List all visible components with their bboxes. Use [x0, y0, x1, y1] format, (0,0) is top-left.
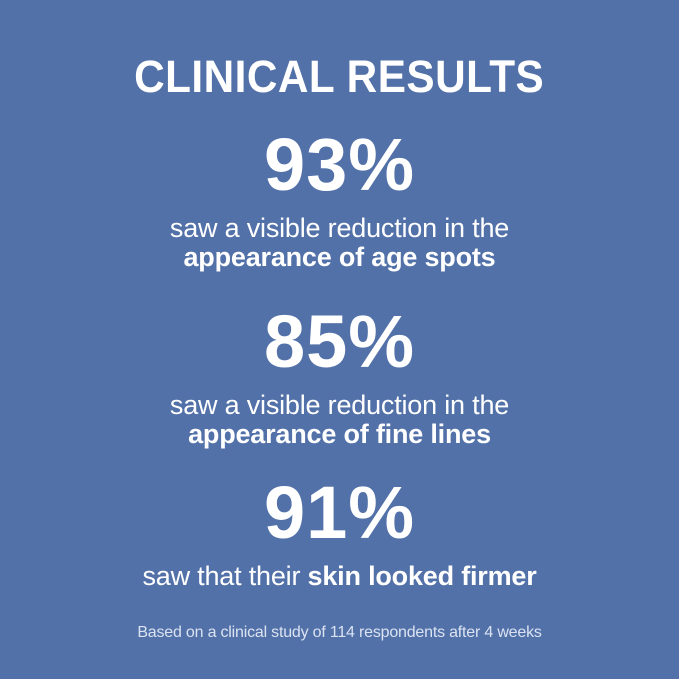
stat-block-skin-firmer: 91% saw that their skin looked firmer	[142, 449, 536, 591]
stat-desc-bold-text: appearance of fine lines	[188, 419, 491, 449]
stat-value-age-spots: 93%	[263, 123, 416, 206]
stat-block-fine-lines: 85% saw a visible reduction in the appea…	[170, 272, 509, 449]
stat-desc-regular-text: saw a visible reduction in the	[169, 390, 510, 420]
stat-desc-bold-text: skin looked firmer	[307, 561, 537, 591]
stat-desc-skin-firmer: saw that their skin looked firmer	[142, 562, 536, 591]
stat-desc-regular-text: saw that their	[142, 561, 301, 591]
stat-value-skin-firmer: 91%	[263, 471, 416, 554]
stat-block-age-spots: 93% saw a visible reduction in the appea…	[170, 100, 509, 272]
stat-value-fine-lines: 85%	[263, 300, 416, 383]
stat-desc-fine-lines: saw a visible reduction in the appearanc…	[170, 391, 509, 449]
stat-desc-age-spots: saw a visible reduction in the appearanc…	[170, 214, 509, 272]
infographic-title: CLINICAL RESULTS	[134, 51, 545, 102]
stat-desc-bold-text: appearance of age spots	[183, 242, 496, 272]
study-footnote: Based on a clinical study of 114 respond…	[137, 624, 542, 641]
stat-desc-regular-text: saw a visible reduction in the	[169, 213, 510, 243]
